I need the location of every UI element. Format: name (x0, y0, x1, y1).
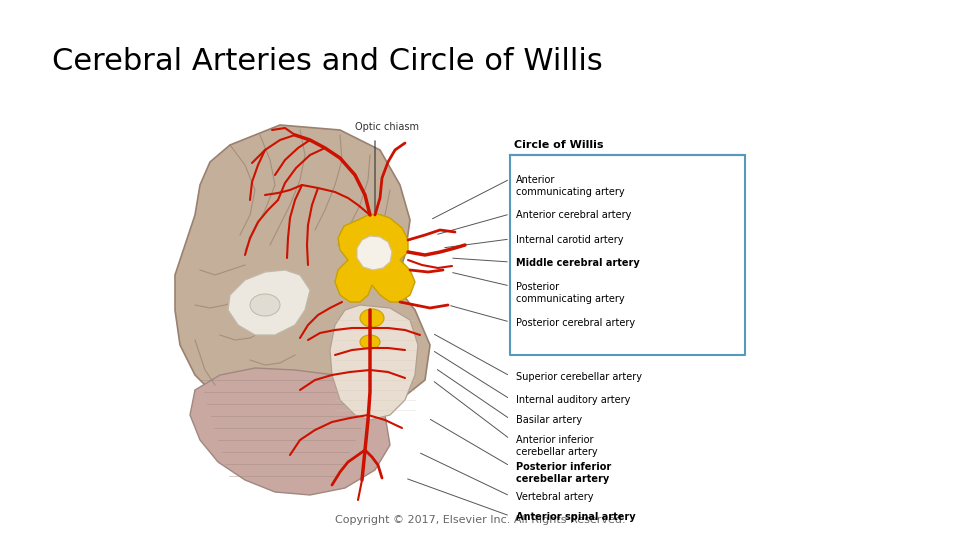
Text: Posterior inferior
cerebellar artery: Posterior inferior cerebellar artery (516, 462, 612, 484)
Text: Copyright © 2017, Elsevier Inc. All Rights Reserved.: Copyright © 2017, Elsevier Inc. All Righ… (335, 515, 625, 525)
Text: Internal auditory artery: Internal auditory artery (516, 395, 631, 405)
Polygon shape (357, 236, 392, 270)
Polygon shape (190, 368, 390, 495)
Polygon shape (330, 305, 418, 420)
Text: Posterior
communicating artery: Posterior communicating artery (516, 282, 625, 303)
Text: Posterior cerebral artery: Posterior cerebral artery (516, 318, 636, 328)
Text: Vertebral artery: Vertebral artery (516, 492, 593, 502)
Text: Middle cerebral artery: Middle cerebral artery (516, 258, 639, 268)
Text: Superior cerebellar artery: Superior cerebellar artery (516, 372, 642, 382)
Text: Cerebral Arteries and Circle of Willis: Cerebral Arteries and Circle of Willis (52, 48, 603, 77)
Text: Basilar artery: Basilar artery (516, 415, 582, 425)
Ellipse shape (250, 294, 280, 316)
Text: Anterior
communicating artery: Anterior communicating artery (516, 175, 625, 197)
Ellipse shape (360, 335, 380, 349)
Polygon shape (175, 125, 430, 420)
Polygon shape (335, 214, 415, 302)
Text: Optic chiasm: Optic chiasm (355, 122, 419, 132)
Text: Anterior spinal artery: Anterior spinal artery (516, 512, 636, 522)
Text: Anterior inferior
cerebellar artery: Anterior inferior cerebellar artery (516, 435, 598, 457)
Polygon shape (228, 270, 310, 335)
Text: Internal carotid artery: Internal carotid artery (516, 235, 623, 245)
Text: Anterior cerebral artery: Anterior cerebral artery (516, 210, 632, 220)
Text: Circle of Willis: Circle of Willis (514, 140, 604, 150)
Ellipse shape (360, 309, 384, 327)
